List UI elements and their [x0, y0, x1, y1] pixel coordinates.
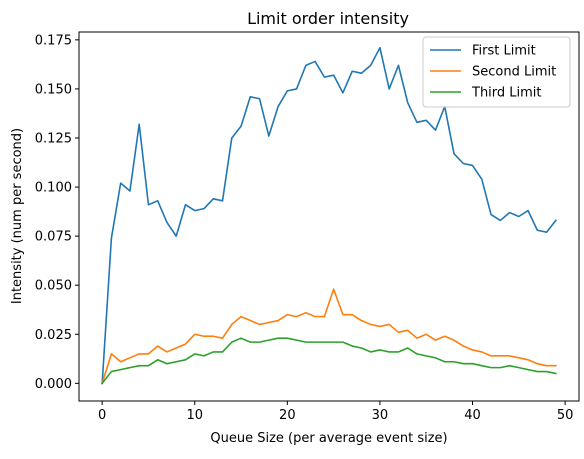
plot-frame — [78, 31, 580, 402]
y-tick-label: 0.100 — [35, 181, 72, 196]
x-axis-label: Queue Size (per average event size) — [210, 431, 447, 446]
series-line-first-limit — [101, 46, 557, 385]
x-tick-label: 10 — [186, 408, 203, 423]
series-lines — [101, 46, 557, 385]
y-axis-ticks: 0.000 0.025 0.050 0.075 0.100 0.125 0.150 0.175 — [35, 33, 79, 392]
legend-frame — [422, 36, 571, 108]
y-tick-label: 0.175 — [35, 33, 72, 48]
x-tick-label: 40 — [464, 408, 481, 423]
y-tick-label: 0.000 — [35, 377, 72, 392]
x-tick-label: 0 — [98, 408, 106, 423]
x-tick-label: 20 — [279, 408, 296, 423]
y-tick-label: 0.150 — [35, 82, 72, 97]
x-tick-label: 30 — [372, 408, 389, 423]
x-axis-ticks: 0 10 20 30 40 50 — [98, 401, 573, 423]
chart-title: Limit order intensity — [247, 9, 409, 28]
x-tick-label: 50 — [557, 408, 574, 423]
y-tick-label: 0.050 — [35, 279, 72, 294]
y-tick-label: 0.125 — [35, 131, 72, 146]
legend-label-second-limit: Second Limit — [472, 65, 556, 80]
legend: First Limit Second Limit Third Limit — [422, 36, 571, 108]
legend-label-third-limit: Third Limit — [471, 86, 542, 101]
y-tick-label: 0.075 — [35, 230, 72, 245]
legend-label-first-limit: First Limit — [472, 44, 536, 59]
series-line-second-limit — [101, 288, 557, 385]
y-axis-label: Intensity (num per second) — [10, 128, 25, 304]
series-line-third-limit — [101, 337, 557, 385]
y-tick-label: 0.025 — [35, 328, 72, 343]
